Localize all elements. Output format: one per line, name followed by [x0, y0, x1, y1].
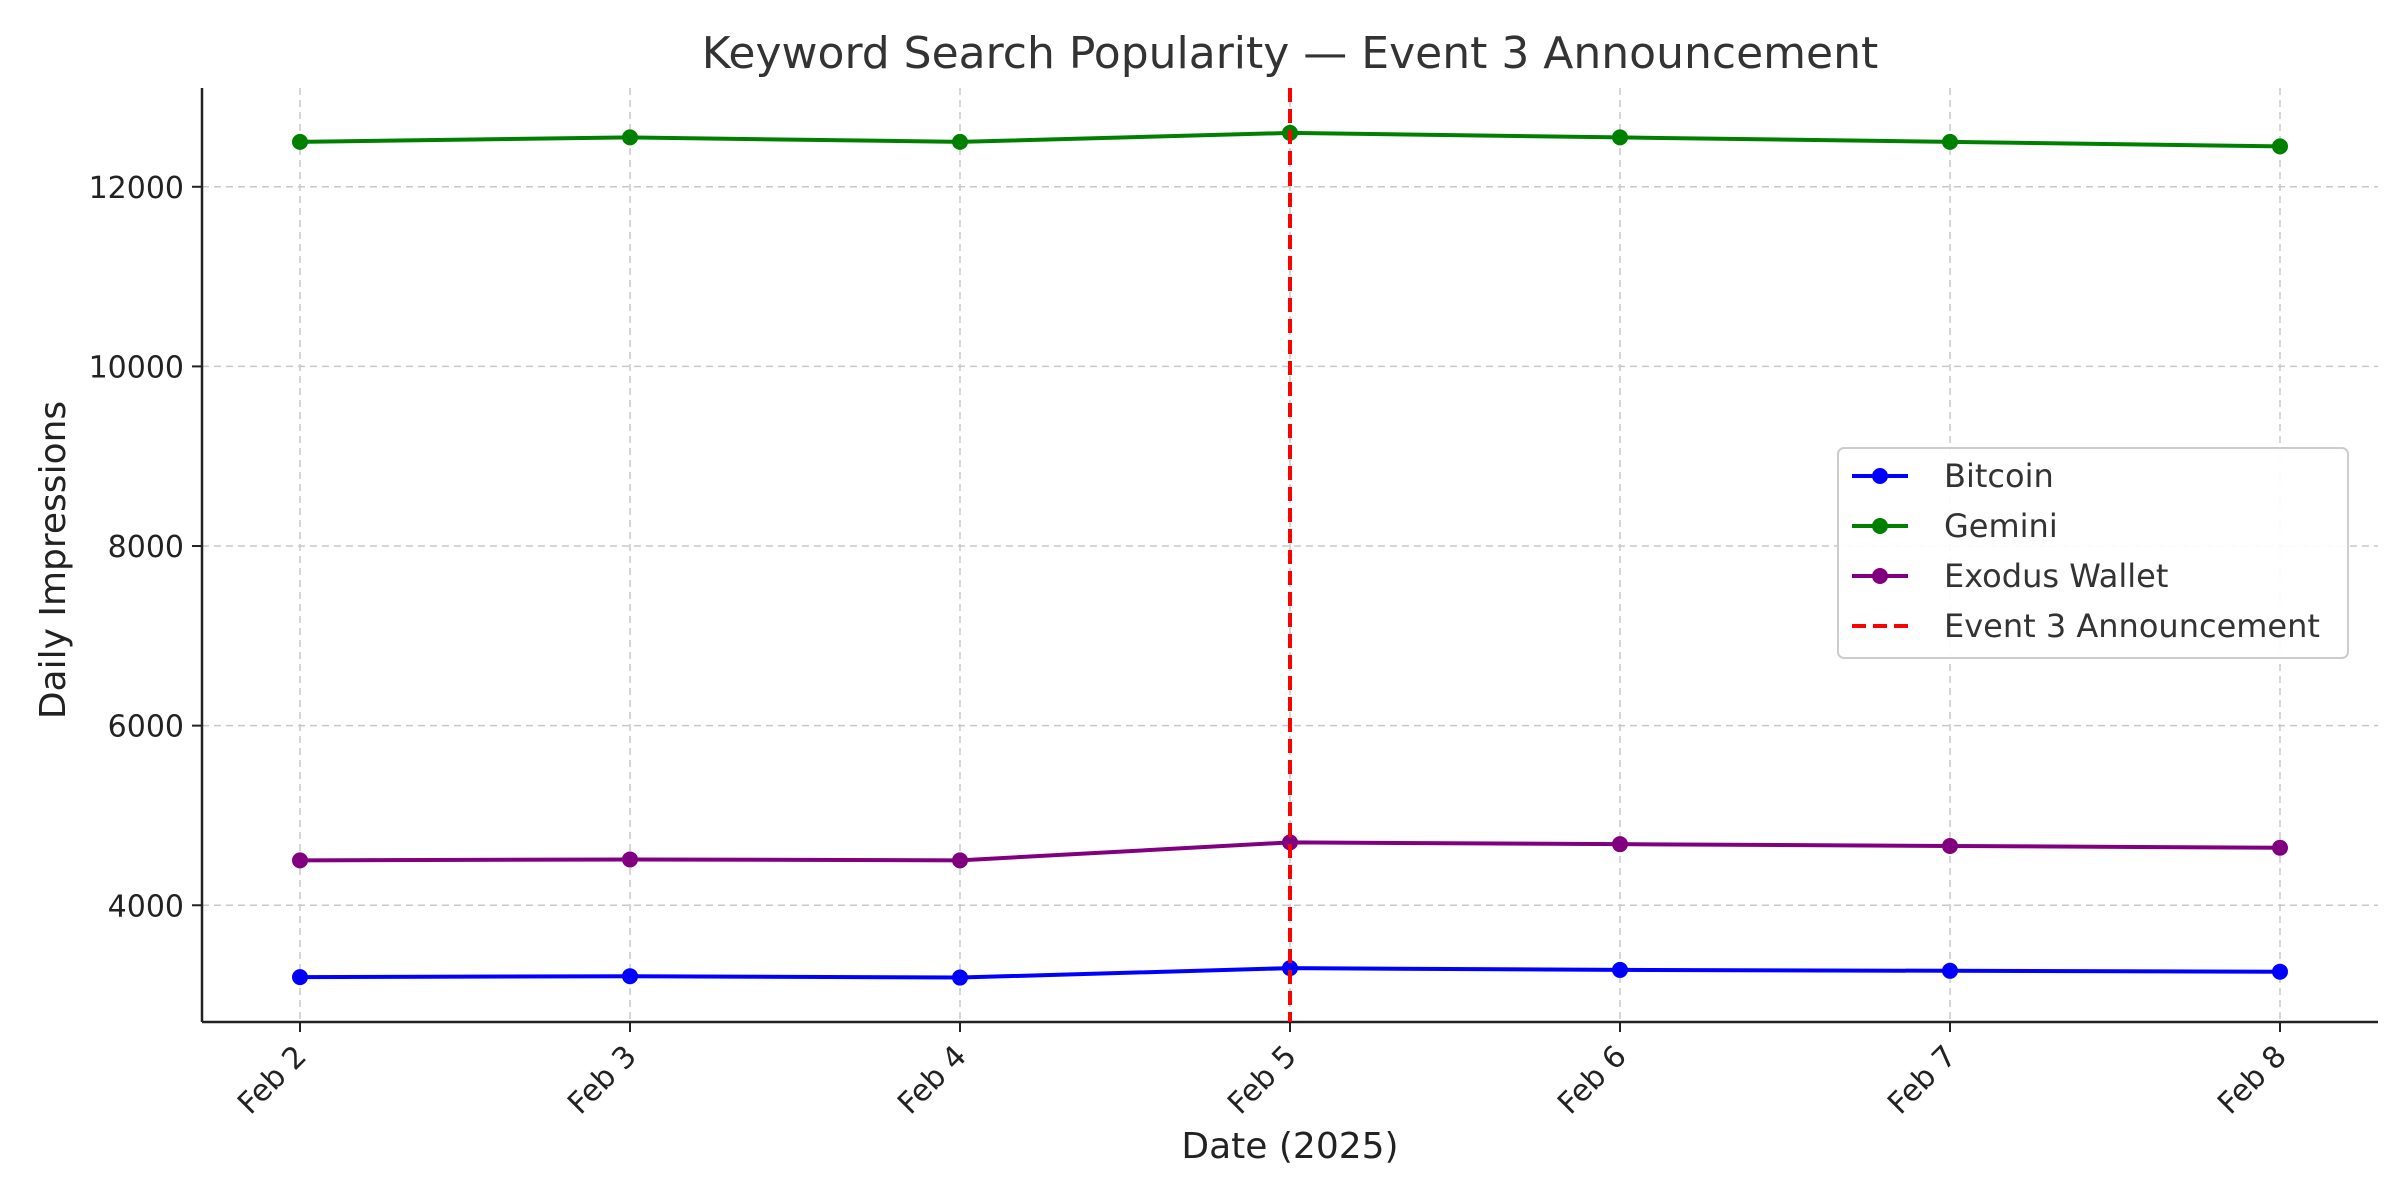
data-point [1942, 133, 1958, 150]
x-tick-label: Feb 4 [891, 1039, 974, 1122]
legend-marker [1872, 518, 1888, 534]
data-point [2272, 138, 2288, 155]
data-point [1282, 834, 1298, 851]
legend-label: Bitcoin [1944, 457, 2054, 495]
y-tick-label: 8000 [108, 530, 184, 565]
x-tick-label: Feb 7 [1881, 1039, 1964, 1122]
y-tick-label: 4000 [108, 889, 184, 924]
data-point [1942, 962, 1958, 979]
chart-title: Keyword Search Popularity — Event 3 Anno… [702, 28, 1878, 79]
data-point [952, 969, 968, 986]
data-point [622, 968, 638, 985]
data-point [1612, 129, 1628, 146]
legend-marker [1872, 568, 1888, 584]
data-point [1612, 836, 1628, 853]
y-axis-label: Daily Impressions [33, 401, 74, 719]
legend-label: Gemini [1944, 507, 2058, 545]
x-tick-label: Feb 5 [1221, 1039, 1304, 1122]
x-tick-label: Feb 2 [231, 1039, 314, 1122]
y-tick-label: 12000 [89, 171, 184, 206]
data-point [2272, 839, 2288, 856]
data-point [1282, 960, 1298, 977]
legend-box [1837, 447, 2349, 659]
y-tick-label: 6000 [108, 710, 184, 745]
legend-label: Event 3 Announcement [1944, 607, 2320, 645]
data-point [292, 133, 308, 150]
data-point [622, 851, 638, 868]
x-axis-label: Date (2025) [1181, 1126, 1398, 1167]
x-tick-label: Feb 6 [1551, 1039, 1634, 1122]
data-point [2272, 963, 2288, 980]
data-point [1942, 837, 1958, 854]
data-point [1612, 961, 1628, 978]
x-tick-label: Feb 8 [2211, 1039, 2294, 1122]
data-point [292, 969, 308, 986]
x-tick-label: Feb 3 [561, 1039, 644, 1122]
legend-label: Exodus Wallet [1944, 557, 2168, 595]
legend: Bitcoin Gemini Exodus Wallet Event 3 Announ… [1837, 447, 2349, 659]
y-tick-label: 10000 [89, 350, 184, 385]
data-point [292, 852, 308, 869]
data-point [952, 852, 968, 869]
data-point [622, 129, 638, 146]
legend-marker [1872, 468, 1888, 484]
data-point [952, 133, 968, 150]
